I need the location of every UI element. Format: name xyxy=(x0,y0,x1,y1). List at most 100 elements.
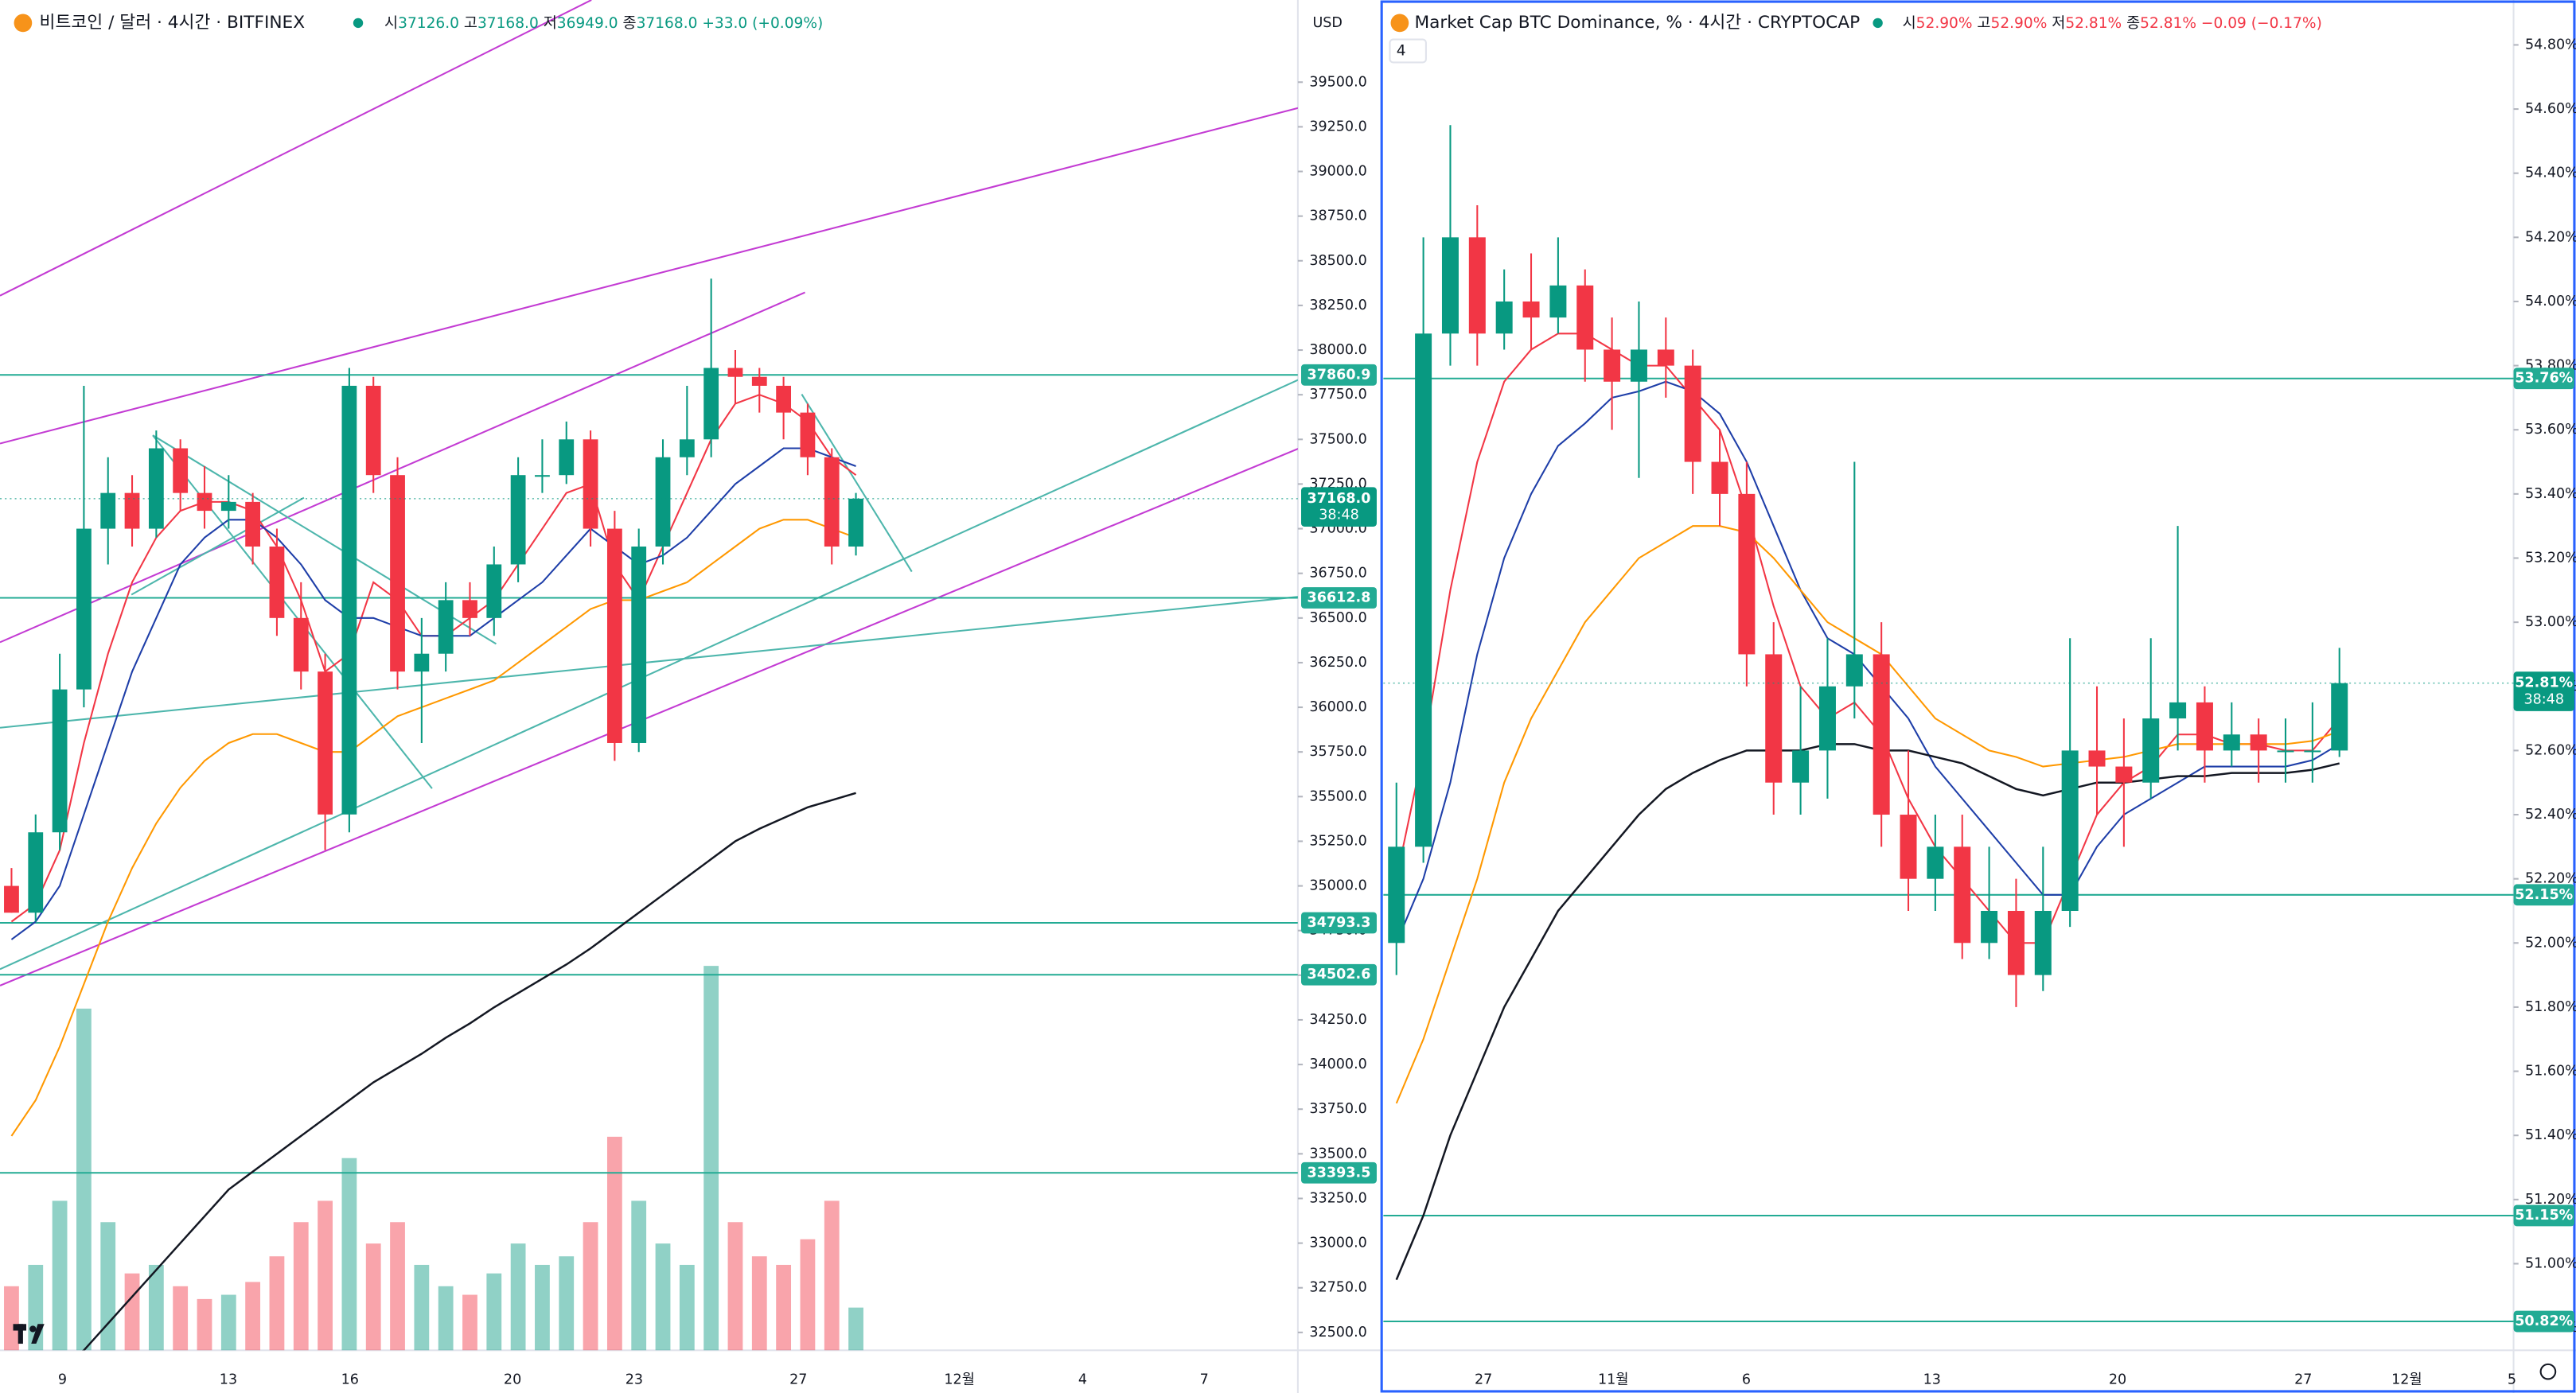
volume-bar xyxy=(197,1298,212,1351)
candle-body xyxy=(124,492,140,529)
symbol-icon xyxy=(1390,14,1409,33)
candle-body xyxy=(2331,683,2348,751)
volume-bar xyxy=(559,1256,575,1351)
x-tick-label: 11월 xyxy=(1598,1372,1628,1387)
y-tick-label: 53.20% xyxy=(2525,551,2576,566)
legend-value: 52.81% xyxy=(2140,14,2196,31)
volume-bar xyxy=(390,1222,405,1351)
indicators-toggle[interactable] xyxy=(1389,38,1427,64)
candle-body xyxy=(1792,750,1810,783)
x-tick-label: 23 xyxy=(625,1372,643,1387)
moving-average-line xyxy=(1395,380,2340,944)
last-price-label: 52.81% xyxy=(2515,675,2573,691)
moving-average-line xyxy=(1395,525,2340,1104)
candle-body xyxy=(535,475,550,477)
y-tick-label: 36500.0 xyxy=(1309,610,1366,626)
candle-body xyxy=(655,457,671,547)
settings-button[interactable] xyxy=(2539,1363,2557,1380)
last-price-box xyxy=(1301,487,1377,527)
x-tick-label: 12월 xyxy=(2391,1372,2422,1387)
moving-average-line xyxy=(1395,743,2340,1281)
y-tick-label: 37500.0 xyxy=(1309,431,1366,447)
candle-body xyxy=(486,564,502,618)
y-tick-label: 38000.0 xyxy=(1309,342,1366,358)
y-tick-label: 33000.0 xyxy=(1309,1235,1366,1251)
y-tick-label: 39250.0 xyxy=(1309,119,1366,134)
x-tick-label: 4 xyxy=(1078,1372,1087,1387)
level-label-box xyxy=(1301,1161,1377,1184)
market-status xyxy=(1873,18,1883,29)
y-tick-label: 33750.0 xyxy=(1309,1101,1366,1117)
candle-body xyxy=(1981,910,1998,944)
volume-bar xyxy=(510,1243,526,1351)
candle-body xyxy=(2250,734,2267,751)
candle-body xyxy=(318,671,333,815)
x-tick-label: 9 xyxy=(58,1372,67,1387)
last-price-box xyxy=(2513,671,2574,711)
candle-body xyxy=(2007,910,2025,975)
y-tick-label: 51.40% xyxy=(2525,1127,2576,1143)
bar-countdown: 38:48 xyxy=(1319,507,1359,523)
legend-value: 시 xyxy=(1903,14,1916,31)
volume-bar xyxy=(438,1286,454,1351)
candle-body xyxy=(1738,493,1756,655)
legend-value: −0.09 (−0.17%) xyxy=(2201,14,2322,31)
volume-bar xyxy=(414,1264,430,1351)
candle-body xyxy=(52,689,68,833)
y-tick-label: 35250.0 xyxy=(1309,833,1366,849)
y-tick-label: 34000.0 xyxy=(1309,1056,1366,1072)
y-tick-label: 51.80% xyxy=(2525,999,2576,1015)
candle-body xyxy=(727,368,743,377)
volume-bar xyxy=(824,1200,840,1351)
candle-body xyxy=(1468,237,1486,334)
candle-body xyxy=(28,832,44,913)
level-label-box xyxy=(2513,1310,2574,1333)
candle-body xyxy=(1711,461,1728,494)
legend-value: 저 xyxy=(2052,14,2065,31)
y-tick-label: 34250.0 xyxy=(1309,1012,1366,1028)
candle-body xyxy=(800,412,816,457)
legend-value: 52.90% xyxy=(1916,14,1973,31)
legend-value: 37126.0 xyxy=(398,14,459,31)
y-tick-label: 54.40% xyxy=(2525,165,2576,181)
volume-bar xyxy=(76,1008,92,1351)
volume-bar xyxy=(365,1243,381,1351)
candle-body xyxy=(631,547,647,743)
volume-bar xyxy=(462,1294,477,1351)
x-tick-label: 27 xyxy=(1475,1372,1492,1387)
volume-bar xyxy=(100,1222,116,1351)
volume-bar xyxy=(124,1273,140,1351)
candle-body xyxy=(1927,846,1944,879)
level-label: 37860.9 xyxy=(1307,367,1371,383)
candle-body xyxy=(2034,910,2052,975)
ohlc-legend: 시37126.0 고37168.0 저36949.0 종37168.0 +33.… xyxy=(384,14,823,31)
y-tick-label: 51.00% xyxy=(2525,1255,2576,1271)
candle-body xyxy=(1630,349,1647,382)
x-tick-label: 20 xyxy=(2109,1372,2126,1387)
y-tick-label: 53.40% xyxy=(2525,486,2576,502)
candle-body xyxy=(776,385,792,413)
symbol-title: Market Cap BTC Dominance, % · 4시간 · CRYP… xyxy=(1414,13,1860,33)
candle-body xyxy=(1495,301,1513,334)
legend-value: 종 xyxy=(2126,14,2140,31)
candle-body xyxy=(2223,734,2240,751)
legend-value: 고 xyxy=(1977,14,1990,31)
x-tick-label: 5 xyxy=(2508,1372,2516,1387)
trend-line xyxy=(0,291,805,644)
volume-bar xyxy=(269,1256,285,1351)
level-label-box xyxy=(2513,884,2574,906)
candle-body xyxy=(1576,285,1594,350)
level-label-box xyxy=(1301,587,1377,609)
candle-body xyxy=(1657,349,1674,366)
candle-body xyxy=(341,385,357,815)
symbol-icon xyxy=(14,14,33,33)
candle-body xyxy=(1873,654,1890,815)
x-tick-label: 12월 xyxy=(944,1372,974,1387)
indicator-count[interactable]: 4 xyxy=(1397,43,1406,60)
y-tick-label: 36250.0 xyxy=(1309,655,1366,671)
candle-body xyxy=(1415,333,1432,847)
volume-bar xyxy=(318,1200,333,1351)
